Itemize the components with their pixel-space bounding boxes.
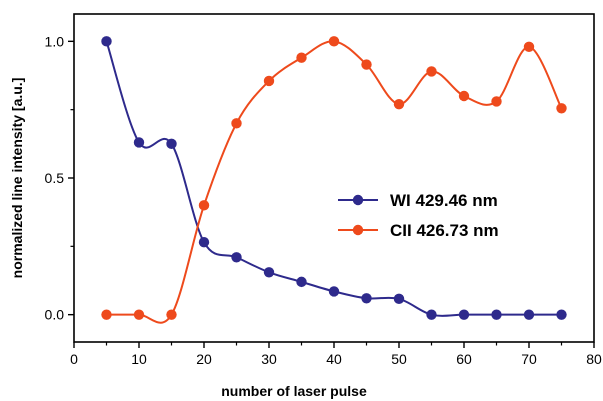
data-point-series-0 [361,293,372,304]
data-point-series-1 [328,36,340,47]
data-point-series-1 [263,75,275,87]
series-line-0 [105,41,562,317]
data-point-series-0 [523,309,535,320]
x-tick-label: 70 [521,351,537,367]
data-point-series-0 [198,237,210,248]
x-tick-label: 60 [456,351,472,367]
y-tick-label: 0.5 [45,170,65,186]
data-point-series-0 [133,137,145,148]
data-point-series-0 [101,36,112,47]
data-point-series-0 [426,309,437,320]
data-point-series-1 [296,52,307,63]
data-point-series-1 [361,59,372,70]
data-point-series-0 [393,293,405,305]
data-point-series-1 [458,90,470,102]
data-point-series-1 [133,309,145,320]
legend-label-0: WI 429.46 nm [390,191,498,210]
data-point-series-0 [263,267,275,278]
y-tick-label: 1.0 [45,33,65,49]
series-line-1 [106,40,563,324]
data-point-series-0 [166,138,177,150]
data-point-series-0 [491,309,502,320]
data-point-series-1 [556,103,567,114]
legend-label-1: CII 426.73 nm [390,221,499,240]
data-point-series-0 [231,252,242,263]
x-tick-label: 50 [391,351,407,367]
x-tick-label: 40 [326,351,342,367]
data-point-series-1 [166,309,177,320]
x-axis-title: number of laser pulse [221,383,367,399]
y-axis-title: normalized line intensity [a.u.] [9,78,25,279]
legend: WI 429.46 nm CII 426.73 nm [338,191,499,240]
axes [68,13,595,348]
series-curves [105,40,563,324]
data-point-series-0 [458,309,470,320]
legend-marker-0 [352,194,364,206]
x-tick-label: 30 [261,351,277,367]
data-point-series-1 [231,118,242,129]
series-points [101,36,567,320]
y-tick-label: 0.0 [45,307,65,323]
data-point-series-1 [101,309,112,320]
data-point-series-1 [426,66,437,77]
data-point-series-1 [393,99,405,110]
x-tick-label: 80 [586,351,602,367]
data-point-series-0 [296,276,307,288]
data-point-series-0 [556,309,567,320]
x-tick-label: 10 [131,351,147,367]
data-point-series-1 [491,96,502,107]
axis-labels: 0 10 20 30 40 50 60 70 80 0.0 0.5 1.0 number of lase… [9,33,602,399]
data-point-series-1 [523,41,535,52]
legend-marker-1 [352,224,364,236]
data-point-series-0 [328,286,340,297]
x-tick-label: 20 [196,351,212,367]
x-tick-label: 0 [70,351,78,367]
data-point-series-1 [198,200,210,211]
